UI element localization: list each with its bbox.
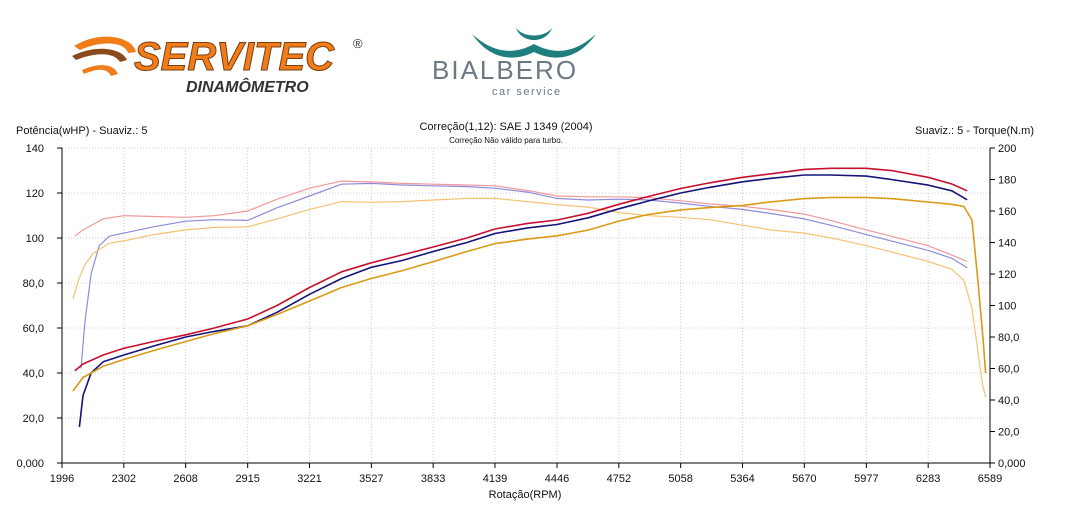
x-tick-label: 4139 [483,473,507,485]
servitec-swoosh-icon [72,36,136,76]
y-tick-label: 40,0 [23,368,44,380]
x-tick-label: 1996 [50,473,74,485]
y2-tick-label: 100 [998,301,1016,313]
y2-tick-label: 20,0 [998,427,1019,439]
bialbero-subtitle: car service [492,86,562,98]
y-tick-label: 120 [26,188,44,200]
x-tick-label: 3833 [421,473,445,485]
y2-tick-label: 80,0 [998,332,1019,344]
y-tick-label: 20,0 [23,413,44,425]
y-tick-label: 80,0 [23,278,44,290]
x-tick-label: 6589 [978,473,1002,485]
power-series-line-1 [74,167,968,372]
power-series-line-2 [78,174,968,428]
y2-tick-label: 140 [998,238,1016,250]
chart-grid [61,147,991,464]
y-tick-label: 60,0 [23,323,44,335]
x-tick-label: 5670 [792,473,816,485]
x-tick-label: 6283 [916,473,940,485]
y-tick-label: 0,000 [16,458,44,470]
x-tick-label: 3221 [297,473,321,485]
right-axis-title: Suaviz.: 5 - Torque(N.m) [914,125,1034,137]
x-tick-label: 4752 [607,473,631,485]
x-tick-label: 2608 [173,473,197,485]
y2-tick-label: 120 [998,269,1016,281]
correction-title: Correção(1,12): SAE J 1349 (2004) [419,121,593,133]
y-tick-label: 100 [26,233,44,245]
y2-tick-label: 60,0 [998,364,1019,376]
correction-note: Correção Não válido para turbo. [449,136,563,145]
chart-series [72,167,987,428]
x-axis-title: Rotação(RPM) [488,489,562,501]
x-tick-label: 5058 [668,473,692,485]
servitec-subtitle: DINAMÔMETRO [186,77,309,96]
x-tick-label: 2915 [235,473,259,485]
power-series-line-3 [72,196,987,392]
x-tick-label: 5977 [854,473,878,485]
servitec-registered: ® [353,36,363,51]
x-tick-label: 4446 [545,473,569,485]
bialbero-logo: BIALBERO car service [432,28,596,98]
y2-tick-label: 0,000 [998,458,1026,470]
left-axis-title: Potência(wHP) - Suaviz.: 5 [16,125,148,137]
y2-tick-label: 160 [998,206,1016,218]
bialbero-name: BIALBERO [432,55,578,85]
x-tick-label: 2302 [112,473,136,485]
torque-series-line-1 [74,180,968,262]
y2-tick-label: 180 [998,175,1016,187]
x-tick-label: 3527 [359,473,383,485]
servitec-name: SERVITEC [134,35,335,79]
bialbero-wave-icon [472,28,596,58]
torque-series-line-3 [72,197,987,398]
x-tick-label: 5364 [730,473,754,485]
y2-tick-label: 200 [998,143,1016,155]
y2-tick-label: 40,0 [998,395,1019,407]
servitec-logo: SERVITEC ® DINAMÔMETRO [72,35,363,96]
chart-axes: 1996 2302 2608 2915 3221 3527 3833 4139 4446 4752… [16,143,1025,485]
y-tick-label: 140 [26,143,44,155]
torque-series-line-2 [80,182,968,369]
